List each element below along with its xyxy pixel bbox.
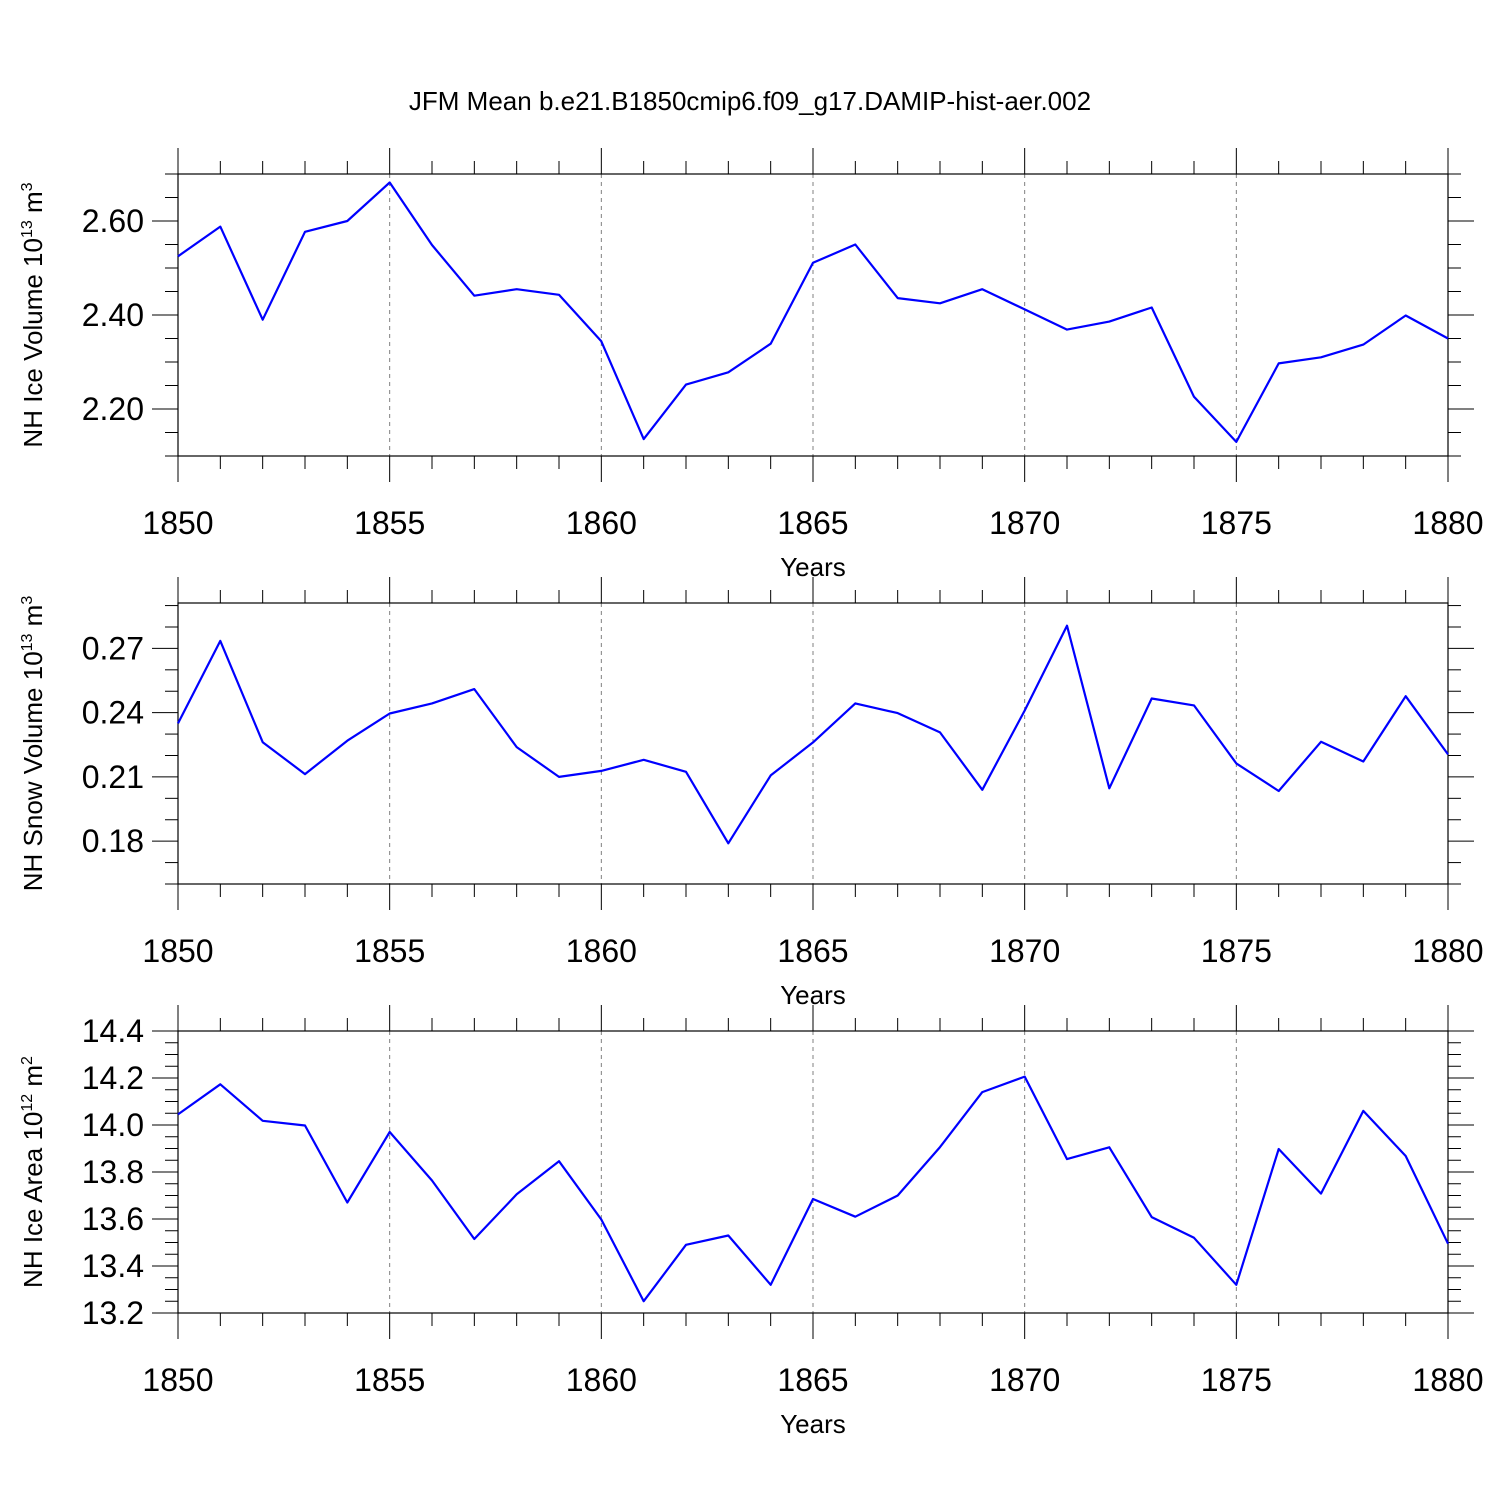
y-axis-title-exponent: 13: [19, 633, 36, 651]
y-axis-title-unit-exponent: 3: [19, 182, 36, 191]
y-axis-title-unit: m: [18, 605, 48, 634]
x-tick-label-ice-area: 1850: [142, 1362, 213, 1398]
x-tick-label-ice-volume: 1880: [1412, 505, 1483, 541]
series-line-ice-area: [177, 1075, 1449, 1303]
y-axis-title-snow-volume: NH Snow Volume 1013 m3: [18, 596, 48, 892]
x-tick-label-snow-volume: 1850: [142, 933, 213, 969]
y-axis-title-unit: m: [18, 191, 48, 220]
y-tick-label-ice-area: 13.4: [82, 1248, 144, 1284]
x-tick-label-snow-volume: 1860: [566, 933, 637, 969]
x-tick-label-snow-volume: 1875: [1201, 933, 1272, 969]
x-tick-label-ice-area: 1875: [1201, 1362, 1272, 1398]
y-tick-label-ice-area: 13.2: [82, 1295, 144, 1331]
y-tick-label-ice-area: 13.6: [82, 1201, 144, 1237]
x-axis-title-ice-area: Years: [780, 1409, 846, 1439]
y-tick-label-ice-volume: 2.40: [82, 297, 144, 333]
y-tick-label-snow-volume: 0.18: [82, 823, 144, 859]
y-axis-title-main: NH Ice Volume 10: [18, 238, 48, 448]
x-tick-label-ice-volume: 1870: [989, 505, 1060, 541]
y-tick-label-snow-volume: 0.24: [82, 695, 144, 731]
x-tick-label-ice-area: 1870: [989, 1362, 1060, 1398]
x-tick-label-ice-area: 1865: [777, 1362, 848, 1398]
x-tick-label-snow-volume: 1870: [989, 933, 1060, 969]
y-axis-title-unit: m: [18, 1065, 48, 1094]
x-tick-label-ice-volume: 1875: [1201, 505, 1272, 541]
y-tick-label-ice-volume: 2.20: [82, 391, 144, 427]
y-axis-title-ice-volume: NH Ice Volume 1013 m3: [18, 182, 48, 447]
panel-snow-volume: 0.18 0.21 0.24 0.27 1850 1855 1860 1865 1870 1875…: [18, 577, 1484, 1010]
x-tick-label-snow-volume: 1855: [354, 933, 425, 969]
y-tick-label-ice-area: 13.8: [82, 1154, 144, 1190]
y-tick-label-ice-area: 14.2: [82, 1060, 144, 1096]
y-tick-label-ice-area: 14.4: [82, 1013, 144, 1049]
panel-ice-volume: 2.20 2.40 2.60 1850 1855 1860 1865 1870 1875 1880…: [18, 148, 1484, 582]
series-line-snow-volume: [177, 624, 1449, 845]
y-axis-title-main: NH Snow Volume 10: [18, 651, 48, 891]
x-tick-label-ice-volume: 1865: [777, 505, 848, 541]
x-tick-label-snow-volume: 1880: [1412, 933, 1483, 969]
y-tick-label-snow-volume: 0.27: [82, 630, 144, 666]
y-axis-title-exponent: 13: [19, 220, 36, 238]
y-tick-label-ice-volume: 2.60: [82, 203, 144, 239]
x-tick-label-ice-volume: 1860: [566, 505, 637, 541]
chart-title: JFM Mean b.e21.B1850cmip6.f09_g17.DAMIP-…: [409, 86, 1091, 116]
y-axis-title-unit-exponent: 3: [19, 596, 36, 605]
x-tick-label-ice-area: 1860: [566, 1362, 637, 1398]
y-axis-title-ice-area: NH Ice Area 1012 m2: [18, 1056, 48, 1288]
x-tick-label-ice-area: 1880: [1412, 1362, 1483, 1398]
panels-group: 2.20 2.40 2.60 1850 1855 1860 1865 1870 1875 1880…: [18, 148, 1484, 1439]
y-axis-title-exponent: 12: [19, 1094, 36, 1112]
x-tick-label-ice-area: 1855: [354, 1362, 425, 1398]
x-tick-label-ice-volume: 1850: [142, 505, 213, 541]
y-axis-title-main: NH Ice Area 10: [18, 1112, 48, 1288]
x-tick-label-snow-volume: 1865: [777, 933, 848, 969]
y-tick-label-ice-area: 14.0: [82, 1107, 144, 1143]
panel-ice-area: 13.2 13.4 13.6 13.8 14.0 14.2 14.4 1850 1855 1860…: [18, 1005, 1484, 1439]
y-axis-title-unit-exponent: 2: [19, 1056, 36, 1065]
series-line-ice-volume: [177, 181, 1449, 443]
y-tick-label-snow-volume: 0.21: [82, 759, 144, 795]
x-tick-label-ice-volume: 1855: [354, 505, 425, 541]
